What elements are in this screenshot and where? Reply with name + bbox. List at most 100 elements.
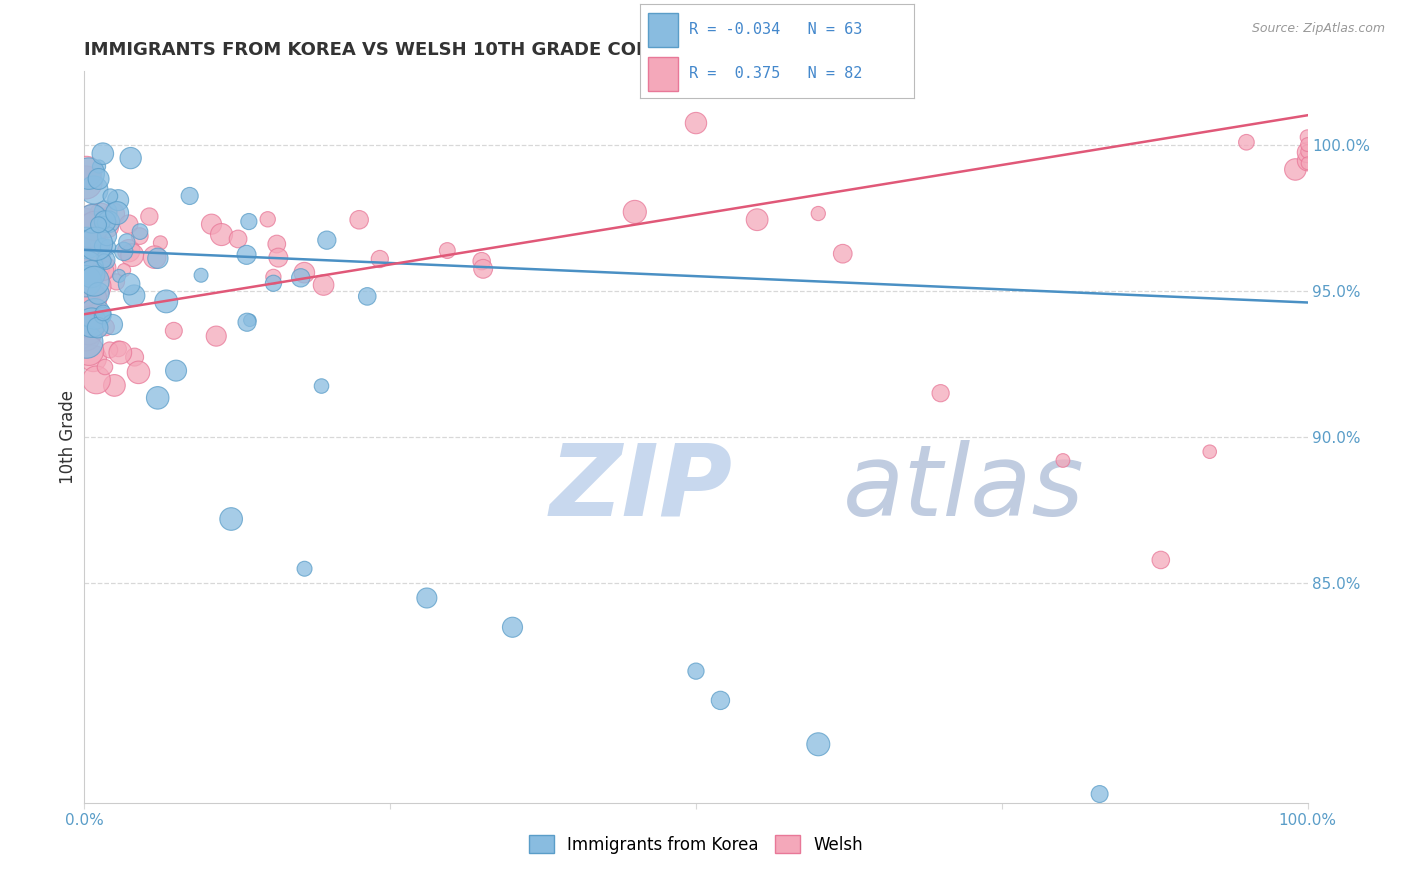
Point xyxy=(83,274,105,288)
Point xyxy=(190,268,212,283)
Point xyxy=(200,217,222,231)
Point xyxy=(1284,162,1306,177)
Point xyxy=(709,693,731,707)
Point xyxy=(368,252,391,266)
Point xyxy=(87,172,110,186)
Point xyxy=(110,345,132,359)
Point xyxy=(75,164,97,178)
Point xyxy=(502,620,524,634)
Point xyxy=(94,320,117,334)
Point xyxy=(266,237,288,252)
Point xyxy=(143,250,166,264)
Text: Source: ZipAtlas.com: Source: ZipAtlas.com xyxy=(1251,22,1385,36)
Point xyxy=(112,244,135,259)
Point xyxy=(80,237,103,252)
Point xyxy=(1236,135,1258,149)
Point xyxy=(75,316,97,330)
Point xyxy=(89,221,111,235)
Point xyxy=(1296,130,1319,145)
Point xyxy=(262,269,284,284)
Point xyxy=(256,212,278,227)
Point xyxy=(115,235,138,249)
Point xyxy=(1052,453,1074,467)
Point xyxy=(121,248,143,262)
Point xyxy=(75,176,97,190)
Point xyxy=(94,252,117,267)
Point xyxy=(101,318,124,332)
Point xyxy=(163,324,186,338)
Point xyxy=(1088,787,1111,801)
Point xyxy=(87,238,110,252)
Point xyxy=(807,206,830,220)
Point xyxy=(87,218,110,232)
Point xyxy=(77,167,100,181)
Point xyxy=(82,212,104,227)
Bar xyxy=(648,12,678,46)
Point xyxy=(347,212,370,227)
Point xyxy=(91,239,114,253)
Point xyxy=(226,232,249,246)
Point xyxy=(86,373,108,387)
Point xyxy=(1296,137,1319,152)
Point xyxy=(146,252,169,266)
Point xyxy=(83,307,105,321)
Point xyxy=(82,258,104,272)
Point xyxy=(1296,145,1319,159)
Point xyxy=(294,562,316,576)
Point xyxy=(471,254,494,268)
Point xyxy=(179,189,201,203)
Point xyxy=(165,364,187,378)
Bar xyxy=(648,57,678,91)
Point xyxy=(77,252,100,266)
Y-axis label: 10th Grade: 10th Grade xyxy=(59,390,77,484)
Point xyxy=(128,229,150,244)
Point xyxy=(624,205,647,219)
Point xyxy=(93,261,115,276)
Point xyxy=(98,343,121,357)
Point xyxy=(292,266,315,280)
Point xyxy=(87,160,110,174)
Point xyxy=(83,219,105,233)
Point xyxy=(236,315,259,329)
Point xyxy=(118,217,141,231)
Point xyxy=(94,359,117,374)
Point xyxy=(107,193,129,207)
Point xyxy=(75,317,97,331)
Point xyxy=(747,212,769,227)
Point xyxy=(315,233,337,247)
Point xyxy=(235,248,257,262)
Point xyxy=(79,233,101,247)
Point xyxy=(93,253,115,268)
Point xyxy=(84,236,107,251)
Point xyxy=(138,210,160,224)
Point xyxy=(79,292,101,306)
Point xyxy=(1198,444,1220,458)
Point xyxy=(1296,145,1319,160)
Point xyxy=(129,225,152,239)
Point xyxy=(75,215,97,229)
Point xyxy=(93,216,115,230)
Point xyxy=(122,288,145,302)
Point xyxy=(75,330,97,344)
Point xyxy=(105,275,128,289)
Point xyxy=(98,189,121,203)
Point xyxy=(118,244,141,258)
Text: R = -0.034   N = 63: R = -0.034 N = 63 xyxy=(689,22,862,37)
Point xyxy=(94,214,117,228)
Point xyxy=(311,379,333,393)
Point xyxy=(831,246,853,260)
Point xyxy=(86,242,108,256)
Point xyxy=(416,591,439,605)
Point xyxy=(80,316,103,330)
Point xyxy=(155,294,177,309)
Text: atlas: atlas xyxy=(842,440,1084,537)
Point xyxy=(238,214,260,228)
Point xyxy=(436,244,458,258)
Point xyxy=(108,268,131,283)
Point xyxy=(472,261,495,276)
Point xyxy=(75,299,97,313)
Point xyxy=(219,512,242,526)
Point xyxy=(149,235,172,250)
Point xyxy=(76,312,98,326)
Point xyxy=(91,306,114,320)
